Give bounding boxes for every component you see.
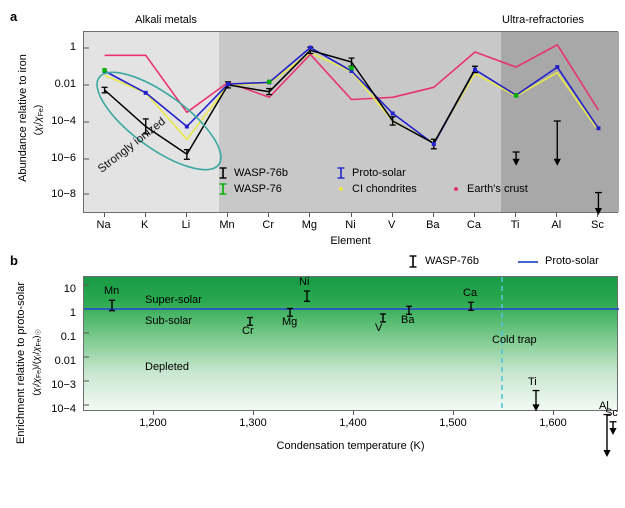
panel-b-legend-markers <box>409 255 538 268</box>
panel-a-xtick-ba: Ba <box>426 219 440 231</box>
legend-marker-wasp76b <box>219 167 227 179</box>
panel-a-tick-al <box>556 213 558 217</box>
region-label-depleted: Depleted <box>145 361 190 373</box>
panel-a-tick-ni <box>350 213 352 217</box>
panel-a-series-svg <box>84 44 603 216</box>
panel-b-tickmark-1400 <box>353 411 354 415</box>
panel-a-xtick-al: Al <box>551 219 562 231</box>
point-label-ni: Ni <box>299 276 310 289</box>
panel-a-tick-na <box>103 213 105 217</box>
band-ultra-refractories <box>501 32 619 212</box>
panel-a-tick-mn <box>227 213 229 217</box>
legend-label-proto-solar: Proto-solar <box>352 167 406 179</box>
group-label-ultra-refractories: Ultra-refractories <box>502 14 584 26</box>
legend-b-label-proto-solar: Proto-solar <box>545 255 599 267</box>
panel-b-ytick-3: 0.01 <box>54 355 76 367</box>
panel-b-xtick-1200: 1,200 <box>139 417 167 429</box>
panel-a-ytick-2: 10−4 <box>51 115 76 127</box>
panel-b-tickmark-1600 <box>553 411 554 415</box>
panel-a-letter: a <box>10 9 18 24</box>
legend-label-ci-chondrites: CI chondrites <box>352 183 417 195</box>
cold-trap-label: Cold trap <box>492 334 537 346</box>
panel-b-xtick-1500: 1,500 <box>439 417 467 429</box>
panel-a-ytick-0: 1 <box>69 41 76 53</box>
panel-b-tickmark-1300 <box>253 411 254 415</box>
panel-b-ytick-2: 0.1 <box>60 331 76 343</box>
panel-a-tick-v <box>391 213 393 217</box>
upper-limit-label-al: Al <box>599 399 609 412</box>
panel-a-xtick-k: K <box>141 219 149 231</box>
panel-a-tick-cr <box>268 213 270 217</box>
panel-a-tick-sc <box>597 213 599 217</box>
upper-limit-label-ti: Ti <box>528 375 537 388</box>
panel-a-xaxis-title: Element <box>330 235 371 247</box>
panel-b-ytick-4: 10−3 <box>51 379 76 391</box>
panel-a-tick-mg <box>309 213 311 217</box>
legend-label-earths-crust: Earth's crust <box>467 183 528 195</box>
panel-a-ytick-4: 10−8 <box>51 188 76 200</box>
panel-a-xtick-ti: Ti <box>510 219 520 231</box>
point-label-ba: Ba <box>401 314 415 327</box>
panel-a: a Alkali metals Ultra-refractories Abund… <box>0 0 625 250</box>
panel-b-tickmark-1500 <box>453 411 454 415</box>
panel-a-tick-ti <box>515 213 517 217</box>
panel-a-xtick-v: V <box>387 219 396 231</box>
legend-marker-proto-solar <box>337 167 345 179</box>
panel-a-xtick-sc: Sc <box>591 219 604 231</box>
point-label-v: V <box>375 321 383 334</box>
panel-b-gradient-background <box>84 277 617 410</box>
panel-b: b Enrichment relative to proto-solar (χi… <box>0 250 625 508</box>
legend-marker-ci-chondrites <box>339 187 343 191</box>
point-label-mn: Mn <box>104 285 120 298</box>
legend-label-wasp76: WASP-76 <box>234 183 282 195</box>
panel-a-ytick-3: 10−6 <box>51 152 76 164</box>
panel-b-xaxis-title: Condensation temperature (K) <box>276 440 425 452</box>
panel-b-yaxis-title: Enrichment relative to proto-solar <box>15 258 27 468</box>
panel-b-plot-area <box>83 276 619 457</box>
panel-a-ytick-1: 0.01 <box>54 78 76 90</box>
panel-b-tickmark-1200 <box>153 411 154 415</box>
panel-a-tick-li <box>185 213 187 217</box>
region-label-sub-solar: Sub-solar <box>145 315 193 327</box>
upper-limit-label-sc: Sc <box>605 406 618 419</box>
strongly-ionized-ellipse <box>96 71 222 171</box>
panel-b-xtick-1300: 1,300 <box>239 417 267 429</box>
panel-b-xtick-1600: 1,600 <box>539 417 567 429</box>
panel-a-xtick-li: Li <box>181 219 191 231</box>
legend-marker-earths-crust <box>454 187 458 191</box>
panel-a-xtick-ca: Ca <box>466 219 481 231</box>
panel-b-ytick-0: 10 <box>63 283 76 295</box>
panel-a-tick-ba <box>432 213 434 217</box>
point-label-cr: Cr <box>242 325 254 338</box>
legend-b-label-wasp76b: WASP-76b <box>425 255 480 267</box>
panel-a-xtick-mg: Mg <box>301 219 317 231</box>
panel-a-legend-markers <box>219 167 458 195</box>
group-label-alkali-metals: Alkali metals <box>135 14 197 26</box>
legend-marker-wasp76 <box>219 183 227 195</box>
panel-a-xtick-na: Na <box>96 219 111 231</box>
panel-a-xtick-mn: Mn <box>219 219 235 231</box>
panel-a-xtick-cr: Cr <box>262 219 274 231</box>
region-label-super-solar: Super-solar <box>145 294 202 306</box>
point-label-mg: Mg <box>282 316 298 329</box>
panel-b-letter: b <box>10 253 18 268</box>
panel-b-xtick-1400: 1,400 <box>339 417 367 429</box>
panel-a-xtick-ni: Ni <box>345 219 356 231</box>
panel-a-tick-ca <box>473 213 475 217</box>
legend-b-marker-wasp76b <box>409 255 417 268</box>
panel-b-series-svg <box>84 277 619 457</box>
strongly-ionized-ellipse-svg <box>96 71 222 171</box>
panel-a-plot-area <box>83 31 619 216</box>
point-label-ca: Ca <box>463 287 478 300</box>
panel-b-ytick-5: 10−4 <box>51 403 76 415</box>
panel-a-tick-k <box>144 213 146 217</box>
legend-label-wasp76b: WASP-76b <box>234 167 289 179</box>
panel-b-ytick-1: 1 <box>69 307 76 319</box>
panel-b-yaxis-title-line1: Enrichment relative to proto-solar <box>15 282 27 445</box>
